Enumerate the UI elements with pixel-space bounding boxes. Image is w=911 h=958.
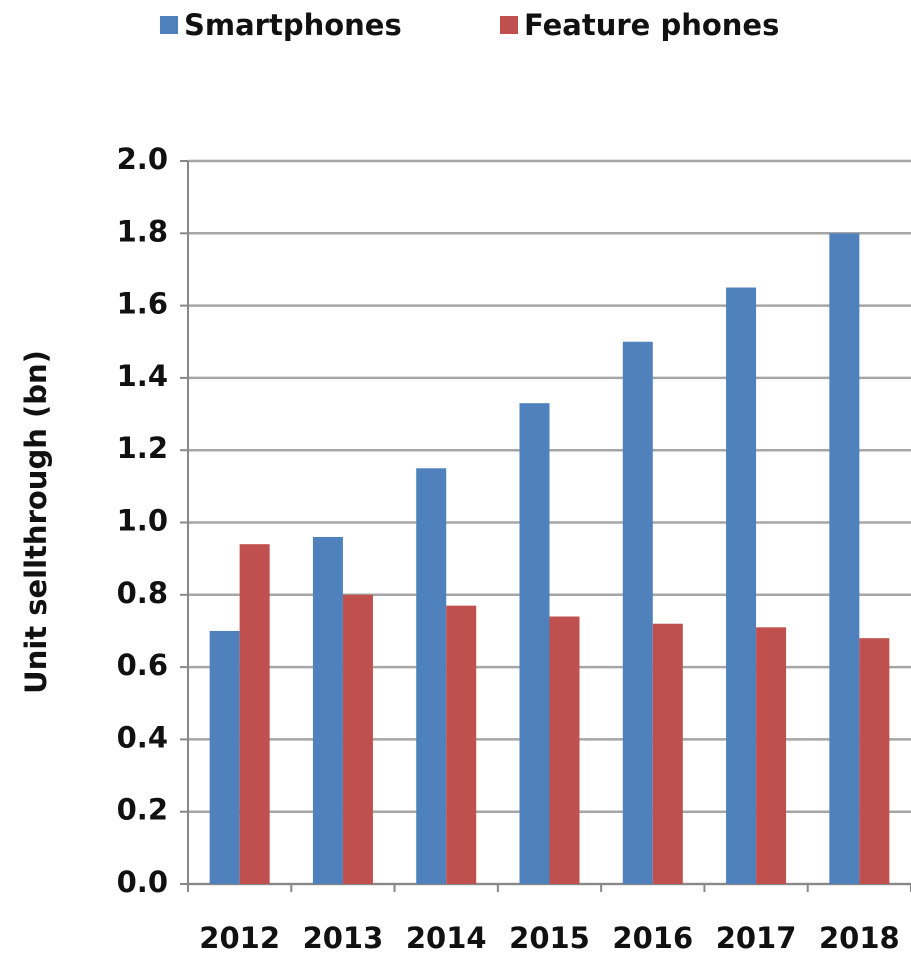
bar xyxy=(519,403,550,884)
y-tick-label: 0.6 xyxy=(117,648,168,682)
bar xyxy=(726,287,757,884)
x-tick-label: 2012 xyxy=(199,921,280,955)
y-tick-label: 0.8 xyxy=(117,576,168,610)
x-tick-label: 2017 xyxy=(716,921,797,955)
y-tick-label: 2.0 xyxy=(117,142,168,176)
bar xyxy=(829,233,860,885)
x-tick-label: 2015 xyxy=(509,921,590,955)
y-tick-label: 0.4 xyxy=(117,720,168,754)
bar xyxy=(312,536,343,884)
y-axis-label: Unit sellthrough (bn) xyxy=(19,350,53,694)
bar xyxy=(756,627,787,884)
bar xyxy=(239,544,270,884)
y-tick-label: 1.6 xyxy=(117,287,168,321)
y-tick-label: 1.0 xyxy=(117,504,168,538)
x-tick-label: 2018 xyxy=(819,921,900,955)
x-tick-label: 2013 xyxy=(303,921,384,955)
bar xyxy=(859,638,890,884)
bar xyxy=(446,605,477,884)
bar xyxy=(549,616,580,884)
y-tick-label: 1.4 xyxy=(117,359,168,393)
bar xyxy=(416,468,447,884)
bar xyxy=(342,594,373,884)
x-tick-label: 2014 xyxy=(406,921,487,955)
x-tick-label: 2016 xyxy=(612,921,693,955)
bar xyxy=(652,623,683,884)
legend-swatch xyxy=(500,16,518,34)
y-tick-label: 0.2 xyxy=(117,793,168,827)
legend-label: Smartphones xyxy=(184,8,402,42)
bar xyxy=(209,630,240,884)
legend-label: Feature phones xyxy=(524,8,779,42)
bar xyxy=(622,341,653,884)
y-tick-label: 1.8 xyxy=(117,214,168,248)
y-tick-label: 1.2 xyxy=(117,431,168,465)
y-tick-label: 0.0 xyxy=(117,865,168,899)
legend-swatch xyxy=(160,16,178,34)
